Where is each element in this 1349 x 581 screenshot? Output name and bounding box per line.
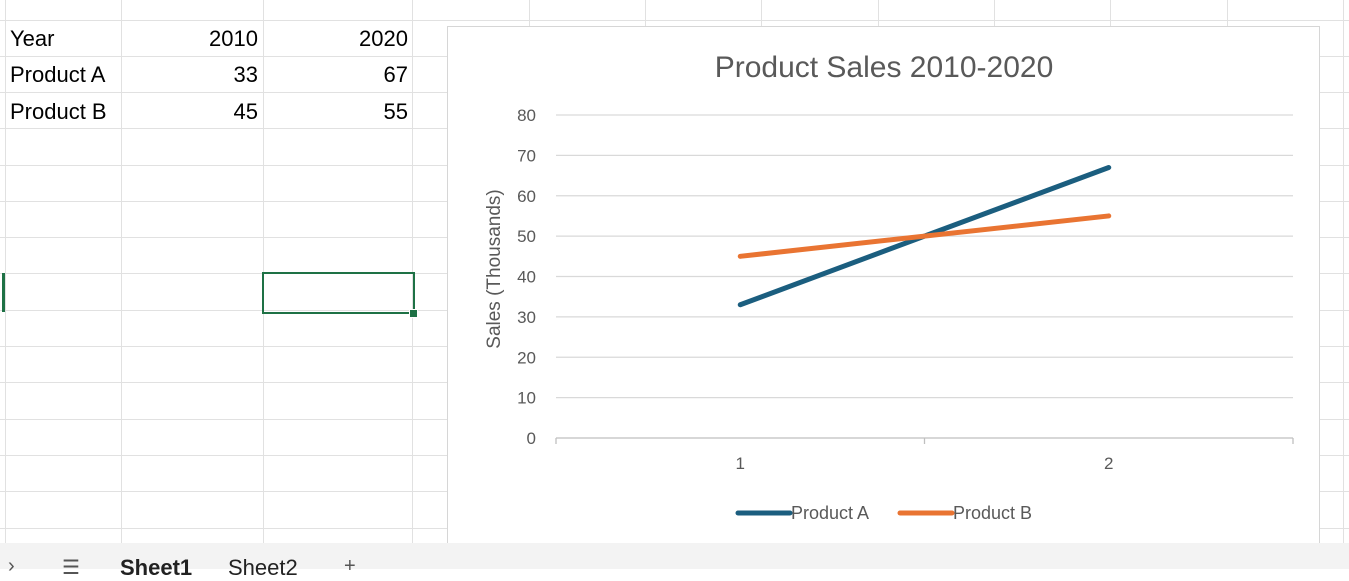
cell-product-b-2010[interactable]: 45 <box>233 99 258 124</box>
y-tick-label: 60 <box>517 187 536 206</box>
row-selection-marker <box>2 273 5 312</box>
cell-product-b-label[interactable]: Product B <box>10 99 107 124</box>
series-lines <box>737 164 1112 308</box>
tab-sheet1[interactable]: Sheet1 <box>120 555 193 580</box>
y-tick-label: 20 <box>517 348 536 367</box>
y-axis-ticks: 0 10 20 30 40 50 60 70 80 <box>517 106 536 448</box>
line-chart[interactable]: Product Sales 2010-2020 Sales (Thousands… <box>447 26 1320 556</box>
cell-product-b-2020[interactable]: 55 <box>383 99 408 124</box>
chevron-right-icon[interactable]: › <box>8 555 15 577</box>
grid-line <box>1343 0 1344 545</box>
grid-line <box>0 20 1349 21</box>
cell-year-2010[interactable]: 2010 <box>209 26 258 51</box>
legend-label: Product A <box>791 503 869 523</box>
cell-product-a-2020[interactable]: 67 <box>383 62 408 87</box>
tab-sheet2[interactable]: Sheet2 <box>228 555 298 580</box>
hamburger-menu-icon[interactable]: ☰ <box>62 557 80 579</box>
y-tick-label: 70 <box>517 146 536 165</box>
x-tick-label: 2 <box>1104 454 1113 473</box>
add-sheet-button[interactable]: + <box>344 555 356 577</box>
series-line-product-b <box>737 213 1112 259</box>
cell-year-2020[interactable]: 2020 <box>359 26 408 51</box>
grid-line <box>121 0 122 545</box>
cell-product-a-2010[interactable]: 33 <box>233 62 258 87</box>
gridlines <box>556 114 1293 399</box>
fill-handle[interactable] <box>409 309 418 318</box>
y-axis-title: Sales (Thousands) <box>484 189 505 348</box>
y-tick-label: 0 <box>527 429 536 448</box>
cell-product-a-label[interactable]: Product A <box>10 62 106 87</box>
y-tick-label: 30 <box>517 308 536 327</box>
y-tick-label: 40 <box>517 268 536 287</box>
y-tick-label: 50 <box>517 227 536 246</box>
chart-legend: Product A Product B <box>735 503 1032 523</box>
cell-year-label[interactable]: Year <box>10 26 55 51</box>
y-tick-label: 80 <box>517 106 536 125</box>
x-tick-label: 1 <box>736 454 745 473</box>
y-tick-label: 10 <box>517 389 536 408</box>
sheet-tab-bar: › ☰ Sheet1 Sheet2 + <box>0 543 1349 580</box>
legend-label: Product B <box>953 503 1032 523</box>
grid-line <box>5 0 6 545</box>
selected-cell[interactable] <box>262 272 415 314</box>
chart-title: Product Sales 2010-2020 <box>715 51 1054 84</box>
chart-canvas: Product Sales 2010-2020 Sales (Thousands… <box>484 51 1294 523</box>
